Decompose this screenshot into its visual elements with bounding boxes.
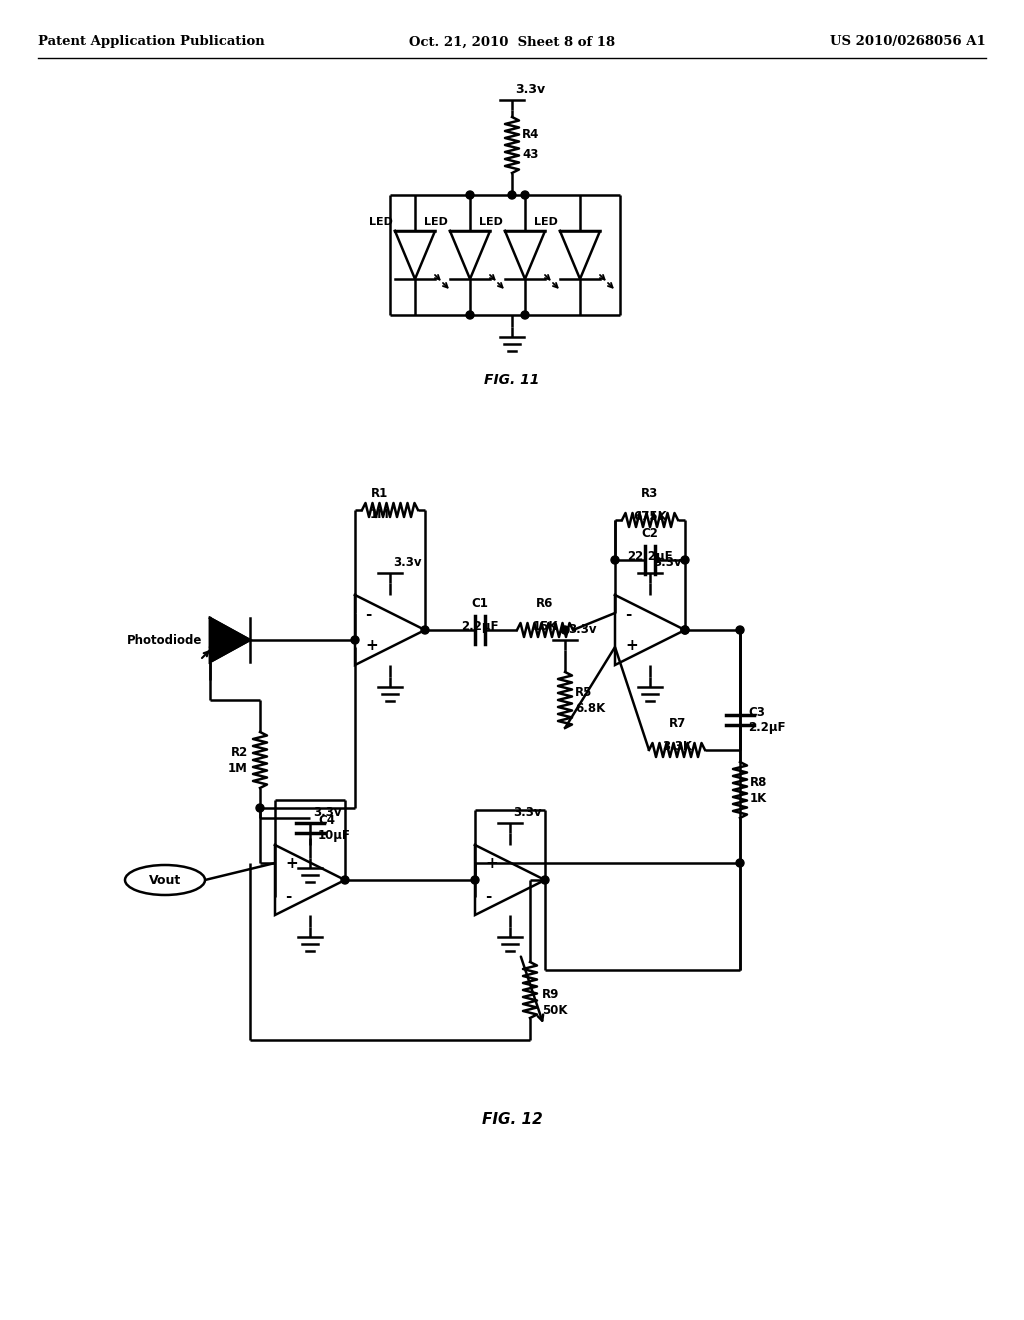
Text: R6: R6 [537,597,554,610]
Circle shape [521,191,529,199]
Text: LED: LED [535,216,558,227]
Text: FIG. 11: FIG. 11 [484,374,540,387]
Circle shape [421,626,429,634]
Polygon shape [210,618,250,663]
Circle shape [561,626,569,634]
Text: LED: LED [424,216,449,227]
Ellipse shape [125,865,205,895]
Text: R2: R2 [230,746,248,759]
Text: 43: 43 [522,149,539,161]
Text: 3.3v: 3.3v [513,807,542,818]
Text: R8: R8 [750,776,767,788]
Text: R4: R4 [522,128,540,141]
Text: -: - [485,888,492,903]
Text: 3.3v: 3.3v [568,623,597,636]
Text: LED: LED [369,216,393,227]
Text: Photodiode: Photodiode [127,634,202,647]
Text: R3: R3 [641,487,658,500]
Text: R9: R9 [542,989,559,1002]
Text: +: + [285,857,298,871]
Text: -: - [625,606,632,622]
Circle shape [521,312,529,319]
Text: Oct. 21, 2010  Sheet 8 of 18: Oct. 21, 2010 Sheet 8 of 18 [409,36,615,49]
Text: 1M: 1M [228,762,248,775]
Text: 3.3K: 3.3K [662,741,692,752]
Text: R5: R5 [575,685,592,698]
Text: C4: C4 [318,813,335,826]
Circle shape [736,859,744,867]
Text: 3.3v: 3.3v [393,556,422,569]
Text: +: + [625,639,638,653]
Circle shape [466,191,474,199]
Text: 3.3v: 3.3v [313,807,341,818]
Text: 2.2μF: 2.2μF [461,620,499,634]
Text: C1: C1 [472,597,488,610]
Text: 22.2μF: 22.2μF [627,550,673,564]
Text: R7: R7 [669,717,686,730]
Text: Vout: Vout [148,874,181,887]
Circle shape [611,556,618,564]
Text: 10μF: 10μF [318,829,351,842]
Circle shape [256,804,264,812]
Text: 1K: 1K [750,792,767,804]
Circle shape [681,626,689,634]
Text: -: - [285,888,292,903]
Text: LED: LED [479,216,503,227]
Text: Patent Application Publication: Patent Application Publication [38,36,265,49]
Text: 3.3v: 3.3v [515,83,545,96]
Text: 1M: 1M [370,508,390,521]
Circle shape [541,876,549,884]
Circle shape [471,876,479,884]
Text: +: + [485,857,498,871]
Circle shape [341,876,349,884]
Circle shape [466,312,474,319]
Text: R1: R1 [372,487,389,500]
Text: +: + [365,639,378,653]
Text: 50K: 50K [542,1003,567,1016]
Circle shape [736,626,744,634]
Text: -: - [365,606,372,622]
Text: 15K: 15K [532,620,558,634]
Circle shape [508,191,516,199]
Text: 3.3v: 3.3v [653,556,682,569]
Text: FIG. 12: FIG. 12 [481,1113,543,1127]
Text: US 2010/0268056 A1: US 2010/0268056 A1 [830,36,986,49]
Circle shape [681,556,689,564]
Circle shape [681,626,689,634]
Text: C2: C2 [642,527,658,540]
Text: 2.2μF: 2.2μF [748,722,785,734]
Circle shape [351,636,359,644]
Text: 6.8K: 6.8K [575,701,605,714]
Text: 675K: 675K [633,510,667,523]
Text: C3: C3 [748,705,765,718]
